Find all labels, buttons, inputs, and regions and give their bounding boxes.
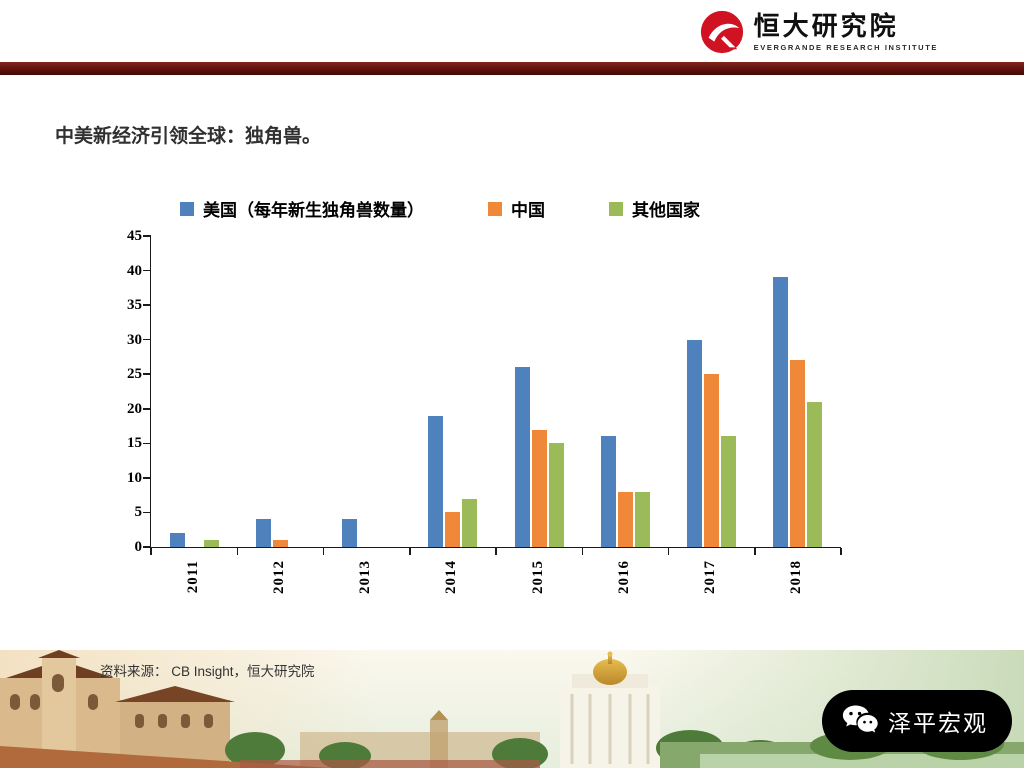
bar-chart-plot <box>143 235 842 555</box>
x-axis-tick <box>754 548 756 555</box>
bar-美国（每年新生独角兽数量）-2018 <box>773 277 789 547</box>
x-axis-label-cell: 2015 <box>495 560 581 594</box>
y-axis-tick <box>143 373 151 375</box>
y-axis-tick <box>143 477 151 479</box>
y-axis-tick-label: 40 <box>127 262 142 279</box>
x-axis-tick-label: 2014 <box>443 560 460 594</box>
x-axis-label-cell: 2016 <box>581 560 667 594</box>
bar-group-2015 <box>496 367 582 547</box>
bar-其他国家-2018 <box>807 401 823 547</box>
legend-swatch-us <box>180 201 194 216</box>
bar-group-2012 <box>237 519 323 547</box>
bar-其他国家-2014 <box>462 498 478 547</box>
brand-name-en: EVERGRANDE RESEARCH INSTITUTE <box>753 42 938 52</box>
x-axis-tick-label: 2017 <box>702 560 719 594</box>
bar-美国（每年新生独角兽数量）-2011 <box>169 533 185 547</box>
x-axis-tick <box>409 548 411 555</box>
y-axis-tick-label: 5 <box>134 504 143 521</box>
bar-group-2018 <box>755 277 841 547</box>
x-axis-tick <box>495 548 497 555</box>
bar-中国-2018 <box>790 360 806 547</box>
bar-美国（每年新生独角兽数量）-2014 <box>428 415 444 547</box>
bar-中国-2016 <box>617 491 633 547</box>
page-title: 中美新经济引领全球：独角兽。 <box>55 126 322 147</box>
bar-美国（每年新生独角兽数量）-2013 <box>342 519 358 547</box>
legend-label-others: 其他国家 <box>632 201 700 220</box>
x-axis-label-cell: 2018 <box>754 560 840 594</box>
header-accent-bar <box>0 62 1024 75</box>
y-axis-tick-label: 25 <box>127 366 142 383</box>
y-axis-tick-label: 35 <box>127 297 142 314</box>
y-axis-tick-label: 45 <box>127 228 142 244</box>
wechat-account-name: 泽平宏观 <box>888 710 988 736</box>
x-axis-tick-label: 2018 <box>788 560 805 594</box>
x-axis-tick-label: 2013 <box>357 560 374 594</box>
bar-group-2011 <box>151 533 237 547</box>
y-axis-tick <box>143 235 151 237</box>
legend-item-china: 中国 <box>488 196 545 221</box>
x-axis-label-cell: 2017 <box>668 560 754 594</box>
x-axis-tick <box>322 548 325 555</box>
wechat-account-badge: 泽平宏观 <box>822 690 1012 752</box>
bar-中国-2015 <box>531 429 547 547</box>
y-axis-tick-label: 20 <box>127 400 142 417</box>
x-axis: 2011 2012 2013 2014 2015 2016 2017 2018 <box>150 556 840 618</box>
evergrande-logo-icon <box>699 9 745 55</box>
bar-group-2014 <box>410 415 496 547</box>
y-axis-tick <box>143 338 151 341</box>
y-axis-tick <box>143 511 151 514</box>
legend-swatch-china <box>488 201 502 216</box>
legend-label-us: 美国（每年新生独角兽数量） <box>203 201 424 220</box>
bar-其他国家-2017 <box>721 436 737 547</box>
y-axis-tick-label: 0 <box>134 539 143 555</box>
x-axis-label-cell: 2011 <box>150 560 236 593</box>
bar-其他国家-2016 <box>634 491 650 547</box>
x-axis-tick <box>840 548 842 555</box>
bar-美国（每年新生独角兽数量）-2012 <box>255 519 271 547</box>
bar-group-2016 <box>582 436 668 547</box>
bar-美国（每年新生独角兽数量）-2015 <box>514 367 530 547</box>
y-axis-tick <box>143 408 151 410</box>
y-axis-tick <box>143 304 151 306</box>
x-axis-label-cell: 2013 <box>323 560 409 594</box>
x-axis-tick-label: 2016 <box>615 560 632 594</box>
bar-group-2017 <box>669 339 755 547</box>
bar-中国-2017 <box>704 374 720 547</box>
legend-swatch-others <box>609 201 623 216</box>
x-axis-tick <box>236 548 238 555</box>
y-axis-tick-label: 10 <box>127 469 142 486</box>
x-axis-tick-label: 2012 <box>270 560 287 594</box>
y-axis-tick <box>143 442 151 445</box>
x-axis-tick-label: 2015 <box>529 560 546 594</box>
legend-label-china: 中国 <box>511 201 545 220</box>
y-axis: 45 40 35 30 25 20 15 10 5 0 <box>98 228 143 555</box>
x-axis-label-cell: 2014 <box>409 560 495 594</box>
bar-中国-2012 <box>272 540 288 547</box>
brand-name: 恒大研究院 <box>753 11 899 42</box>
source-note: 资料来源： CB Insight，恒大研究院 <box>100 664 315 679</box>
legend-item-us: 美国（每年新生独角兽数量） <box>180 196 424 221</box>
bar-其他国家-2015 <box>548 443 564 547</box>
bar-group-2013 <box>324 519 410 547</box>
legend-item-others: 其他国家 <box>609 196 700 221</box>
bar-中国-2014 <box>445 512 461 547</box>
bar-其他国家-2011 <box>203 540 219 547</box>
bar-美国（每年新生独角兽数量）-2017 <box>687 339 703 547</box>
y-axis-tick <box>143 269 151 272</box>
y-axis-tick <box>143 546 151 548</box>
y-axis-tick-label: 15 <box>127 435 142 452</box>
x-axis-tick <box>150 548 152 555</box>
brand-logo: 恒大研究院 EVERGRANDE RESEARCH INSTITUTE <box>699 9 938 55</box>
bar-美国（每年新生独角兽数量）-2016 <box>600 436 616 547</box>
y-axis-tick-label: 30 <box>127 331 142 348</box>
x-axis-tick-label: 2011 <box>184 560 201 594</box>
chart-legend: 美国（每年新生独角兽数量） 中国 其他国家 <box>180 196 700 221</box>
wechat-icon <box>842 703 878 740</box>
x-axis-tick <box>667 548 670 555</box>
x-axis-tick <box>581 548 583 555</box>
x-axis-label-cell: 2012 <box>236 560 322 594</box>
